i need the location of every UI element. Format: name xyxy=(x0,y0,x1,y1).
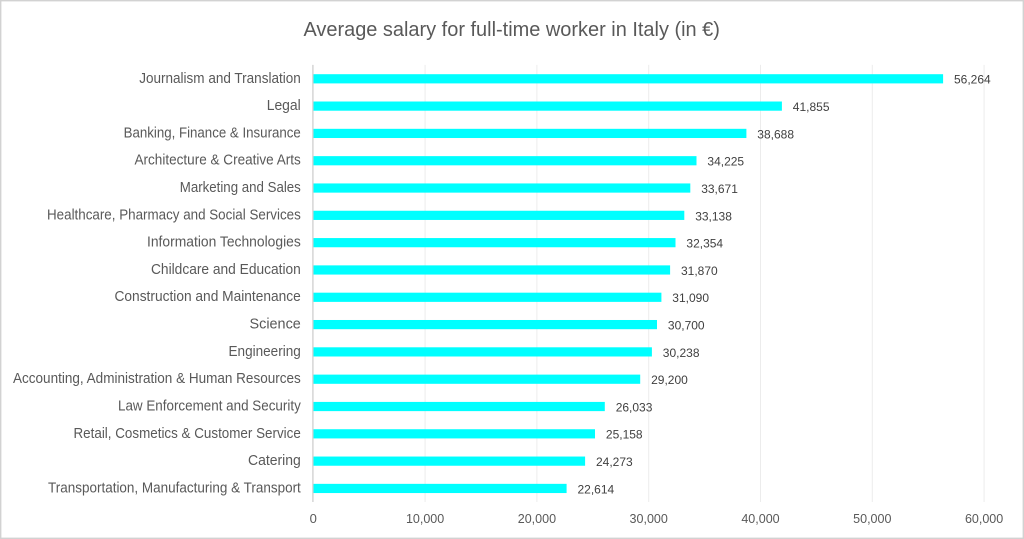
svg-text:22,614: 22,614 xyxy=(578,482,615,496)
svg-text:30,000: 30,000 xyxy=(630,511,668,526)
svg-text:Construction and Maintenance: Construction and Maintenance xyxy=(115,289,301,305)
svg-text:32,354: 32,354 xyxy=(686,237,723,251)
svg-text:Transportation, Manufacturing: Transportation, Manufacturing & Transpor… xyxy=(48,480,301,496)
svg-text:30,700: 30,700 xyxy=(668,318,705,332)
svg-text:Catering: Catering xyxy=(248,453,301,469)
svg-text:Journalism and Translation: Journalism and Translation xyxy=(139,71,301,87)
svg-text:Architecture & Creative Arts: Architecture & Creative Arts xyxy=(135,153,301,169)
svg-text:31,870: 31,870 xyxy=(681,264,718,278)
svg-text:31,090: 31,090 xyxy=(672,291,709,305)
svg-text:10,000: 10,000 xyxy=(406,511,444,526)
svg-text:26,033: 26,033 xyxy=(616,400,653,414)
svg-text:50,000: 50,000 xyxy=(853,511,891,526)
svg-text:24,273: 24,273 xyxy=(596,455,633,469)
svg-text:33,138: 33,138 xyxy=(695,209,732,223)
svg-text:33,671: 33,671 xyxy=(701,182,738,196)
svg-text:Average salary for full-time w: Average salary for full-time worker in I… xyxy=(303,19,720,41)
svg-text:56,264: 56,264 xyxy=(954,73,991,87)
svg-text:20,000: 20,000 xyxy=(518,511,556,526)
svg-text:Banking, Finance & Insurance: Banking, Finance & Insurance xyxy=(124,125,301,141)
svg-text:40,000: 40,000 xyxy=(741,511,779,526)
svg-text:60,000: 60,000 xyxy=(965,511,1003,526)
svg-text:Legal: Legal xyxy=(267,98,301,114)
svg-text:34,225: 34,225 xyxy=(707,155,744,169)
svg-text:Healthcare, Pharmacy and Socia: Healthcare, Pharmacy and Social Services xyxy=(47,207,301,223)
svg-text:Accounting, Administration & H: Accounting, Administration & Human Resou… xyxy=(13,371,301,387)
svg-text:Marketing and Sales: Marketing and Sales xyxy=(180,180,301,196)
svg-text:38,688: 38,688 xyxy=(757,127,794,141)
svg-text:Engineering: Engineering xyxy=(229,344,301,360)
svg-text:30,238: 30,238 xyxy=(663,346,700,360)
svg-text:0: 0 xyxy=(310,511,317,526)
svg-text:Law Enforcement and Security: Law Enforcement and Security xyxy=(118,398,301,414)
svg-text:Information Technologies: Information Technologies xyxy=(147,235,301,251)
svg-text:Science: Science xyxy=(250,317,301,333)
svg-text:29,200: 29,200 xyxy=(651,373,688,387)
svg-text:Childcare and Education: Childcare and Education xyxy=(151,262,301,278)
svg-text:25,158: 25,158 xyxy=(606,428,643,442)
svg-text:Retail, Cosmetics & Customer S: Retail, Cosmetics & Customer Service xyxy=(74,426,301,442)
svg-text:41,855: 41,855 xyxy=(793,100,830,114)
